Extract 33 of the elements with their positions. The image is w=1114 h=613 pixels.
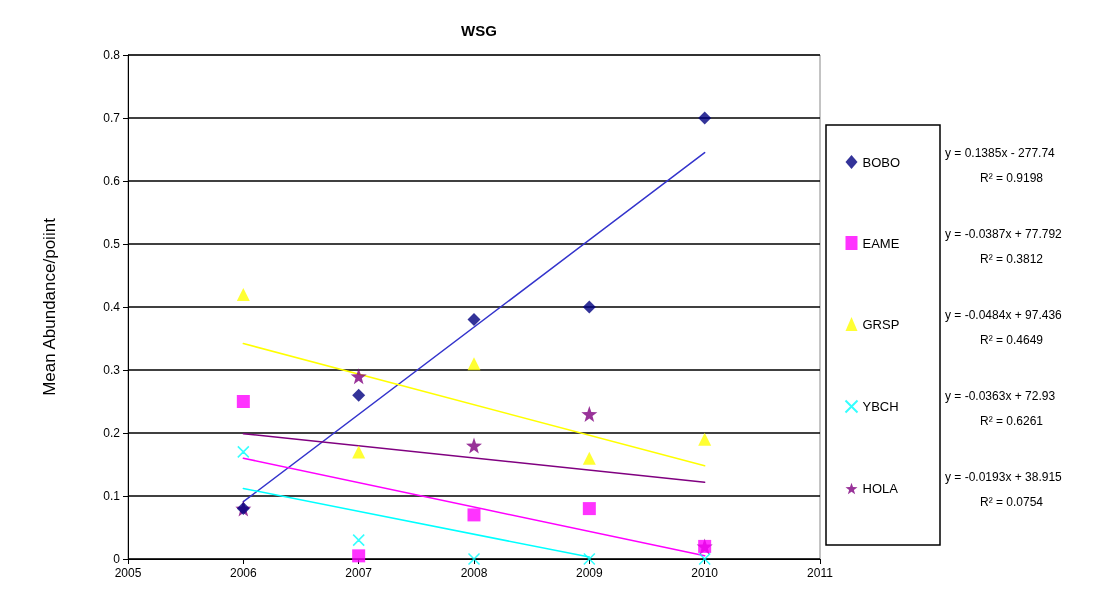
text: y = -0.0484x + 97.436 <box>945 308 1063 322</box>
x-tick-label: 2006 <box>229 566 257 580</box>
chart-title: WSG <box>461 22 497 39</box>
y-tick-label: 0.4 <box>103 300 121 314</box>
legend-label: HOLA <box>862 481 899 496</box>
x-tick-label: 2010 <box>691 566 719 580</box>
y-tick-label: 0.3 <box>103 363 121 377</box>
x-tick-label: 2005 <box>114 566 142 580</box>
text: y = -0.0363x + 72.93 <box>945 389 1056 403</box>
y-tick-label: 0.8 <box>103 48 121 62</box>
legend-label: BOBO <box>862 154 901 170</box>
text: R² = 0.9198 <box>980 171 1044 185</box>
text: R² = 0.3812 <box>980 252 1044 266</box>
y-tick-label: 0.1 <box>103 489 121 503</box>
y-tick-label: 0 <box>113 552 121 566</box>
x-tick-label: 2007 <box>345 566 373 580</box>
y-tick-label: 0.7 <box>103 111 121 125</box>
y-tick-label: 0.2 <box>103 426 121 440</box>
legend-label: GRSP <box>862 316 900 332</box>
text: R² = 0.6261 <box>980 414 1044 428</box>
legend-label: EAME <box>862 235 900 251</box>
text: y = -0.0387x + 77.792 <box>945 227 1063 241</box>
x-tick-label: 2009 <box>575 566 603 580</box>
text: y = -0.0193x + 38.915 <box>945 470 1063 484</box>
y-tick-label: 0.6 <box>103 174 121 188</box>
y-tick-label: 0.5 <box>103 237 121 251</box>
legend-label: YBCH <box>862 399 899 414</box>
text: R² = 0.4649 <box>980 333 1044 347</box>
text: y = 0.1385x - 277.74 <box>945 146 1056 160</box>
text: R² = 0.0754 <box>980 495 1044 509</box>
y-axis-title: Mean Abundance/poiint <box>40 217 59 396</box>
x-tick-label: 2011 <box>807 566 834 580</box>
x-tick-label: 2008 <box>460 566 488 580</box>
